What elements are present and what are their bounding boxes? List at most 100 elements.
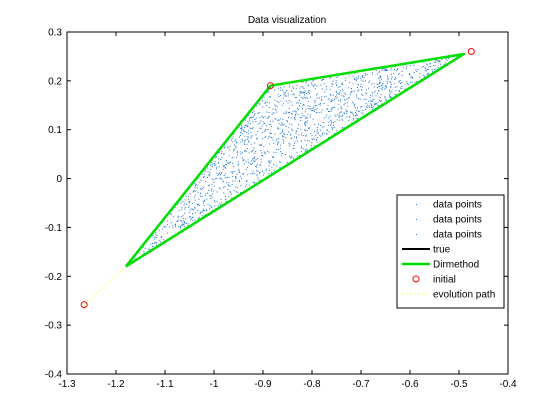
data-point	[401, 82, 403, 83]
data-point	[264, 136, 266, 138]
data-point	[182, 215, 184, 217]
y-tick-label: -0.3	[45, 321, 63, 332]
data-point	[196, 203, 198, 205]
data-point	[198, 203, 200, 205]
data-point	[235, 177, 237, 179]
data-point	[252, 126, 254, 128]
data-point	[269, 162, 271, 164]
data-point	[306, 144, 307, 146]
data-point	[330, 109, 332, 111]
data-point	[339, 115, 341, 117]
data-point	[220, 199, 222, 200]
data-point	[321, 99, 323, 101]
data-point	[211, 207, 213, 209]
data-point	[378, 72, 380, 74]
data-point	[226, 176, 228, 178]
data-point	[289, 111, 291, 113]
data-point	[311, 142, 313, 144]
data-point	[227, 146, 229, 148]
data-point	[178, 202, 180, 204]
data-point	[317, 132, 319, 134]
data-point	[271, 126, 272, 128]
data-point	[209, 205, 211, 207]
data-point	[280, 155, 282, 157]
data-point	[194, 219, 196, 221]
data-point	[265, 92, 267, 94]
data-point	[443, 63, 445, 65]
data-point	[226, 161, 228, 163]
data-point	[241, 128, 243, 130]
data-point	[216, 168, 217, 170]
data-point	[196, 187, 198, 189]
data-point	[385, 70, 387, 72]
data-point	[226, 160, 227, 162]
data-point	[360, 83, 362, 85]
data-point	[268, 151, 270, 153]
data-point	[299, 91, 301, 93]
data-point	[265, 168, 267, 170]
data-point	[291, 113, 293, 115]
data-point	[240, 178, 242, 179]
data-point	[327, 98, 329, 100]
data-point	[177, 220, 179, 222]
data-point	[316, 93, 318, 95]
data-point	[182, 224, 183, 226]
data-point	[161, 228, 163, 230]
data-point	[277, 149, 279, 150]
data-point	[304, 94, 305, 96]
data-point	[216, 166, 218, 168]
data-point	[263, 174, 265, 176]
data-point	[313, 109, 315, 111]
data-point	[301, 97, 303, 98]
data-point	[409, 74, 411, 76]
data-point	[363, 76, 365, 78]
data-point	[246, 180, 248, 182]
data-point	[228, 163, 230, 164]
data-point	[356, 110, 358, 112]
data-point	[246, 126, 248, 128]
data-point	[232, 162, 234, 164]
data-point	[199, 188, 201, 190]
data-point	[331, 85, 333, 87]
data-point	[316, 105, 318, 107]
data-point	[323, 79, 324, 80]
data-point	[216, 172, 218, 174]
data-point	[207, 192, 209, 194]
data-point	[336, 91, 338, 93]
data-point	[374, 104, 376, 106]
data-point	[356, 96, 358, 98]
data-point	[304, 111, 306, 113]
data-point	[240, 153, 242, 155]
data-point	[199, 195, 201, 197]
data-point	[211, 196, 213, 198]
data-point	[296, 84, 298, 86]
data-point	[330, 120, 332, 122]
data-point	[300, 91, 302, 93]
data-point	[310, 96, 311, 98]
data-point	[234, 148, 236, 150]
data-point	[377, 105, 379, 107]
data-point	[312, 109, 314, 111]
data-point	[239, 172, 241, 173]
data-point	[251, 117, 253, 118]
data-point	[280, 100, 282, 102]
data-point	[214, 164, 216, 166]
data-point	[243, 129, 245, 131]
data-point	[307, 97, 309, 99]
data-point	[258, 103, 260, 104]
data-point	[295, 114, 297, 115]
data-point	[268, 115, 270, 117]
data-point	[377, 101, 379, 103]
data-point	[176, 221, 178, 222]
data-point	[299, 92, 301, 94]
data-point	[200, 179, 202, 181]
data-point	[382, 68, 384, 70]
data-point	[341, 127, 343, 129]
data-point	[370, 100, 371, 102]
data-point	[343, 112, 345, 114]
data-point	[268, 135, 270, 137]
data-point	[209, 184, 210, 186]
data-point	[320, 111, 322, 113]
data-point	[350, 91, 352, 93]
data-point	[376, 73, 378, 75]
